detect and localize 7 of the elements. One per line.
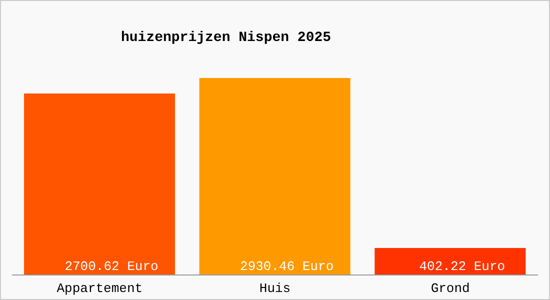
x-tick-label: Huis [259,281,291,296]
x-tick-label: Appartement [56,281,143,296]
chart-title: huizenprijzen Nispen 2025 [121,30,332,46]
data-label: 2930.46 Euro [240,259,334,274]
data-label: 2700.62 Euro [64,259,158,274]
x-tick-label: Grond [430,281,470,296]
data-label: 402.22 Euro [419,259,506,274]
